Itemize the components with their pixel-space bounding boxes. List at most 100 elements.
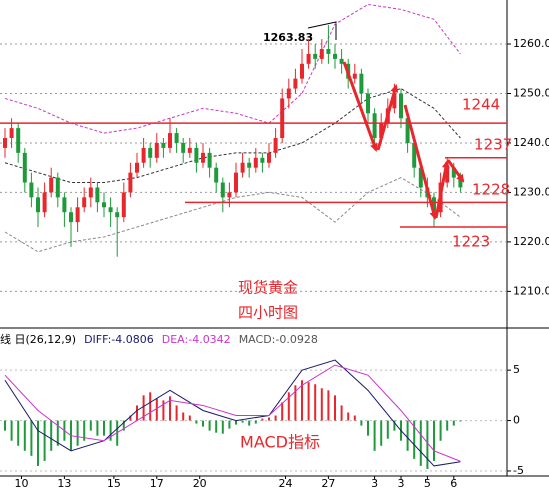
macd-bar (294, 385, 297, 421)
candle-body (69, 212, 73, 223)
macd-title: MACD指标 (240, 433, 320, 452)
x-tick-label: 3 (371, 477, 378, 489)
level-label: 1244 (462, 96, 500, 114)
macd-bar (446, 420, 449, 431)
macd-bar (439, 420, 442, 441)
candle-body (313, 53, 318, 59)
level-label: 1223 (452, 233, 490, 251)
candle-body (154, 142, 159, 158)
candle-body (366, 93, 370, 114)
macd-bar (30, 420, 33, 456)
candle-body (141, 147, 146, 163)
macd-bar (10, 420, 13, 441)
y-tick-label: 5 (513, 363, 520, 376)
candle-body (49, 177, 54, 193)
macd-bar (360, 420, 363, 426)
x-tick-label: 13 (57, 477, 71, 489)
macd-bar (386, 420, 389, 439)
candle-body (306, 53, 311, 64)
candle-body (214, 167, 219, 183)
candle-body (174, 133, 179, 143)
candle-body (432, 197, 436, 213)
macd-bar (433, 420, 435, 461)
line (4, 88, 461, 184)
macd-bar (413, 420, 416, 459)
macd-bar (103, 420, 105, 436)
macd-header: DEA:-4.0342 (162, 333, 231, 346)
macd-bar (268, 417, 270, 421)
macd-bar (274, 415, 277, 421)
macd-header: MACD:-0.0928 (239, 333, 318, 346)
candle-body (128, 172, 133, 193)
candle-body (392, 93, 397, 109)
y-tick-label: 1250.0 (513, 86, 549, 99)
candle-body (247, 162, 252, 168)
candle-body (9, 128, 14, 139)
x-tick-label: 3 (398, 477, 405, 489)
macd-bar (373, 420, 376, 451)
macd-bar (4, 420, 6, 431)
macd-bar (419, 420, 422, 466)
candle-body (451, 167, 456, 178)
candle-body (286, 88, 291, 99)
candle-body (88, 187, 93, 198)
chart-title: 现货黄金 (238, 279, 298, 297)
macd-bar (327, 390, 330, 421)
y-tick-label: 1240.0 (513, 136, 549, 149)
candle-body (194, 147, 199, 163)
level-label: 1228 (472, 181, 510, 199)
macd-bar (287, 392, 290, 421)
macd-header: DIFF:-4.0806 (84, 333, 154, 346)
macd-bar (307, 382, 310, 421)
macd-bar (380, 420, 383, 446)
macd-bar (452, 420, 455, 426)
candle-body (399, 93, 403, 119)
candle-body (240, 162, 245, 173)
candle-body (121, 192, 126, 218)
y-tick-label: -5 (513, 464, 524, 477)
macd-bar (254, 420, 257, 424)
candle-body (3, 138, 7, 148)
candle-body (102, 202, 106, 208)
candle-body (207, 152, 212, 168)
candle-body (135, 162, 139, 173)
candle-body (300, 63, 304, 79)
peak-annotation: 1263.83 (263, 31, 313, 44)
candle-body (227, 192, 232, 198)
candle-body (445, 167, 450, 183)
macd-bar (353, 415, 356, 421)
macd-bar (136, 405, 138, 421)
candle-body (326, 48, 331, 54)
macd-bar (89, 420, 92, 431)
candle-body (201, 152, 205, 163)
macd-bar (50, 420, 53, 451)
candle-body (22, 152, 27, 183)
candle-body (293, 78, 298, 89)
macd-bar (195, 420, 198, 424)
macd-bar (235, 420, 237, 425)
level-label: 1237 (474, 136, 512, 154)
macd-bar (459, 420, 462, 422)
x-tick-label: 10 (15, 477, 29, 489)
candle-body (16, 128, 21, 153)
candle-body (379, 123, 384, 139)
macd-bar (228, 420, 231, 429)
candle-body (359, 73, 364, 94)
candle-body (108, 207, 113, 213)
y-tick-label: 1260.0 (513, 37, 549, 50)
x-tick-label: 17 (150, 477, 164, 489)
candle-body (253, 157, 258, 168)
arrow (403, 104, 438, 220)
macd-bar (334, 395, 336, 421)
macd-bar (347, 412, 350, 421)
arrow (434, 160, 450, 219)
line (4, 177, 461, 253)
macd-bar (162, 400, 165, 421)
macd-bar (406, 420, 409, 451)
macd-bar (182, 412, 185, 421)
candle-body (267, 152, 271, 163)
macd-bar (301, 380, 303, 421)
macd-bar (43, 420, 46, 461)
chart-subtitle: 四小时图 (238, 304, 298, 322)
